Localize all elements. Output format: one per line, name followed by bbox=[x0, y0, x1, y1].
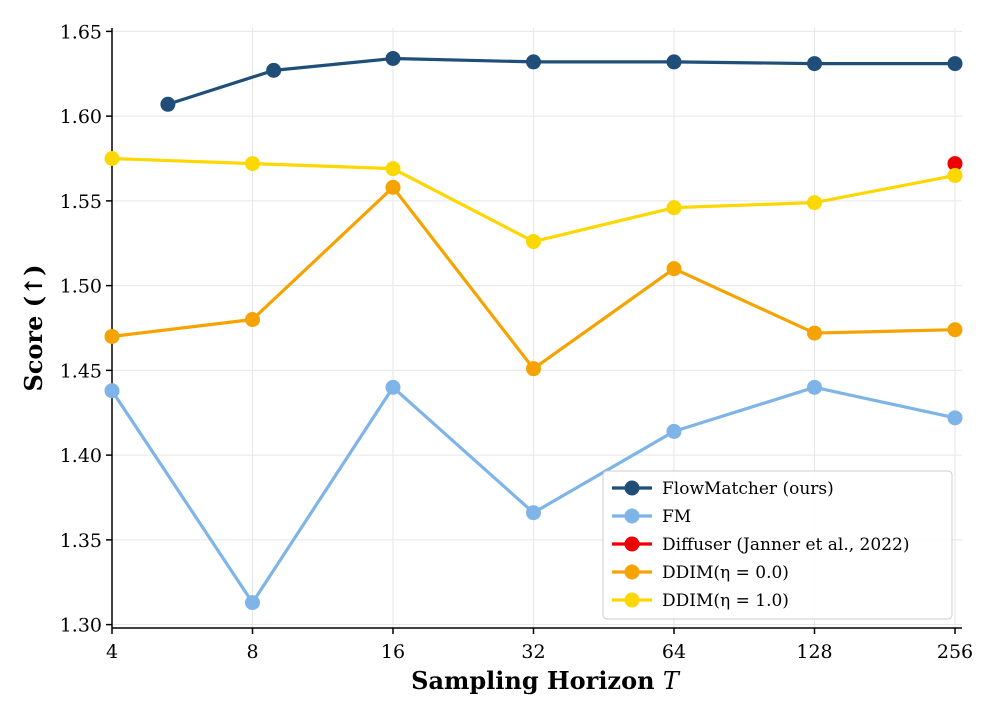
series-2-point bbox=[947, 156, 963, 172]
series-3 bbox=[104, 179, 963, 377]
series-4-point bbox=[245, 156, 260, 172]
legend-items: FlowMatcher (ours) FM Diffuser (Janner et … bbox=[612, 479, 909, 611]
legend-label: FlowMatcher (ours) bbox=[662, 479, 834, 499]
series-1-point bbox=[245, 595, 260, 611]
legend-swatch-marker bbox=[624, 592, 640, 608]
y-tick-label: 1.40 bbox=[60, 445, 102, 467]
x-tick-label: 32 bbox=[521, 641, 545, 663]
legend-item: Diffuser (Janner et al., 2022) bbox=[612, 535, 909, 555]
x-tick-label: 128 bbox=[796, 641, 832, 663]
legend-swatch-marker bbox=[624, 508, 640, 524]
series-1-point bbox=[807, 379, 822, 395]
x-tick-label: 8 bbox=[246, 641, 258, 663]
y-tick-label: 1.30 bbox=[60, 615, 102, 637]
series-4-point bbox=[104, 151, 120, 167]
x-axis-title-text: Sampling Horizon bbox=[411, 666, 663, 695]
series-1-point bbox=[104, 383, 120, 399]
x-tick-label: 64 bbox=[662, 641, 686, 663]
legend-label: DDIM(η = 0.0) bbox=[662, 563, 789, 583]
series-0-point bbox=[807, 56, 822, 72]
x-axis-title: Sampling Horizon T bbox=[411, 666, 681, 695]
series-1-point bbox=[526, 505, 541, 521]
series-3-point bbox=[104, 328, 120, 344]
legend-item: FlowMatcher (ours) bbox=[612, 479, 834, 499]
y-tick-label: 1.65 bbox=[60, 21, 102, 43]
legend-label: Diffuser (Janner et al., 2022) bbox=[662, 535, 909, 555]
series-3-point bbox=[526, 361, 541, 377]
series-4-point bbox=[666, 200, 682, 216]
y-axis-title: Score (↑) bbox=[19, 264, 48, 391]
series-0-line bbox=[166, 56, 957, 106]
tick-labels: 4 8 16 32 64 128 256 1.30 1.35 1.40 1.45 1.50 1.55 1.… bbox=[60, 21, 973, 663]
series-layer bbox=[104, 51, 963, 611]
series-4-point bbox=[947, 167, 963, 183]
legend: FlowMatcher (ours) FM Diffuser (Janner et … bbox=[602, 470, 953, 620]
y-tick-label: 1.60 bbox=[60, 106, 102, 128]
series-4 bbox=[104, 151, 963, 250]
legend-item: DDIM(η = 1.0) bbox=[612, 591, 789, 611]
axes bbox=[106, 28, 962, 634]
series-0-point bbox=[385, 51, 401, 67]
series-4-point bbox=[526, 234, 541, 250]
legend-item: DDIM(η = 0.0) bbox=[612, 563, 789, 583]
series-0-point bbox=[526, 54, 541, 70]
legend-box bbox=[602, 470, 953, 620]
series-0-point bbox=[266, 62, 282, 78]
series-1-point bbox=[385, 379, 401, 395]
series-4-point bbox=[807, 195, 822, 211]
legend-label: FM bbox=[662, 507, 691, 527]
series-4-point bbox=[385, 161, 401, 177]
legend-swatch-marker bbox=[624, 536, 640, 552]
x-tick-label: 4 bbox=[106, 641, 118, 663]
series-1-point bbox=[947, 410, 963, 426]
x-tick-label: 16 bbox=[381, 641, 405, 663]
legend-swatch-marker bbox=[624, 564, 640, 580]
series-1-point bbox=[666, 423, 682, 439]
x-tick-label: 256 bbox=[937, 641, 973, 663]
series-3-point bbox=[666, 261, 682, 277]
y-tick-label: 1.50 bbox=[60, 276, 102, 298]
series-3-point bbox=[245, 312, 260, 328]
y-tick-label: 1.35 bbox=[60, 530, 102, 552]
series-2 bbox=[947, 156, 963, 172]
y-tick-label: 1.45 bbox=[60, 360, 102, 382]
series-3-point bbox=[947, 322, 963, 338]
legend-swatch-marker bbox=[624, 480, 640, 496]
legend-item: FM bbox=[612, 507, 691, 527]
series-3-point bbox=[807, 325, 822, 341]
series-0-point bbox=[666, 54, 682, 70]
x-axis-title-variable: T bbox=[663, 667, 681, 695]
series-0 bbox=[160, 51, 963, 112]
series-0-point bbox=[160, 96, 176, 112]
series-1 bbox=[104, 379, 963, 611]
series-0-point bbox=[947, 56, 963, 72]
series-3-point bbox=[385, 179, 401, 195]
legend-label: DDIM(η = 1.0) bbox=[662, 591, 789, 611]
y-tick-label: 1.55 bbox=[60, 191, 102, 213]
